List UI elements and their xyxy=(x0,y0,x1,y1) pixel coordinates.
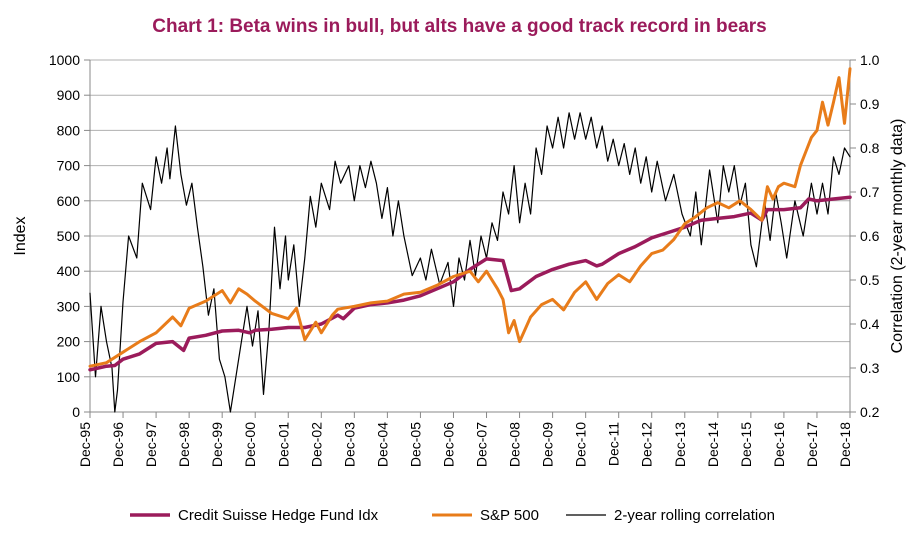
x-tick-label: Dec-09 xyxy=(540,422,556,467)
legend-label: 2-year rolling correlation xyxy=(614,507,775,524)
y-right-tick-label: 1.0 xyxy=(860,52,880,68)
x-tick-label: Dec-14 xyxy=(705,422,721,467)
y-left-tick-label: 500 xyxy=(57,228,81,244)
x-tick-label: Dec-03 xyxy=(341,422,357,467)
y-left-tick-label: 400 xyxy=(57,263,81,279)
x-tick-label: Dec-02 xyxy=(308,422,324,467)
y-left-tick-label: 600 xyxy=(57,193,81,209)
chart-svg: Chart 1: Beta wins in bull, but alts hav… xyxy=(0,0,919,541)
y-right-tick-label: 0.3 xyxy=(860,360,880,376)
y-left-label: Index xyxy=(12,216,29,255)
x-tick-label: Dec-95 xyxy=(77,422,93,467)
y-left-tick-label: 200 xyxy=(57,334,81,350)
y-left-tick-label: 700 xyxy=(57,158,81,174)
x-tick-label: Dec-05 xyxy=(407,422,423,467)
y-left-tick-label: 0 xyxy=(72,404,80,420)
x-tick-label: Dec-16 xyxy=(771,422,787,467)
y-right-tick-label: 0.5 xyxy=(860,272,880,288)
y-right-label: Correlation (2-year monthly data) xyxy=(889,119,906,354)
y-right-tick-label: 0.4 xyxy=(860,316,880,332)
x-tick-label: Dec-04 xyxy=(374,422,390,467)
x-tick-label: Dec-01 xyxy=(275,422,291,467)
x-tick-label: Dec-96 xyxy=(110,422,126,467)
y-left-tick-label: 1000 xyxy=(49,52,80,68)
y-right-tick-label: 0.7 xyxy=(860,184,880,200)
legend-label: Credit Suisse Hedge Fund Idx xyxy=(178,507,379,524)
x-tick-label: Dec-17 xyxy=(804,422,820,467)
y-left-tick-label: 100 xyxy=(57,369,81,385)
y-right-tick-label: 0.6 xyxy=(860,228,880,244)
y-left-tick-label: 900 xyxy=(57,87,81,103)
x-tick-label: Dec-07 xyxy=(474,422,490,467)
chart-container: Chart 1: Beta wins in bull, but alts hav… xyxy=(0,0,919,541)
x-tick-label: Dec-06 xyxy=(440,422,456,467)
x-tick-label: Dec-08 xyxy=(507,422,523,467)
x-tick-label: Dec-00 xyxy=(242,422,258,467)
x-tick-label: Dec-15 xyxy=(738,422,754,467)
x-tick-label: Dec-97 xyxy=(143,422,159,467)
legend-label: S&P 500 xyxy=(480,507,539,524)
x-tick-label: Dec-13 xyxy=(672,422,688,467)
y-left-tick-label: 800 xyxy=(57,122,81,138)
chart-title: Chart 1: Beta wins in bull, but alts hav… xyxy=(152,16,766,37)
x-tick-label: Dec-12 xyxy=(639,422,655,467)
x-tick-label: Dec-18 xyxy=(837,422,853,467)
y-right-tick-label: 0.2 xyxy=(860,404,880,420)
x-tick-label: Dec-11 xyxy=(606,422,622,466)
x-tick-label: Dec-98 xyxy=(176,422,192,467)
y-left-tick-label: 300 xyxy=(57,298,81,314)
x-tick-label: Dec-99 xyxy=(209,422,225,467)
x-tick-label: Dec-10 xyxy=(573,422,589,467)
y-right-tick-label: 0.9 xyxy=(860,96,880,112)
y-right-tick-label: 0.8 xyxy=(860,140,880,156)
